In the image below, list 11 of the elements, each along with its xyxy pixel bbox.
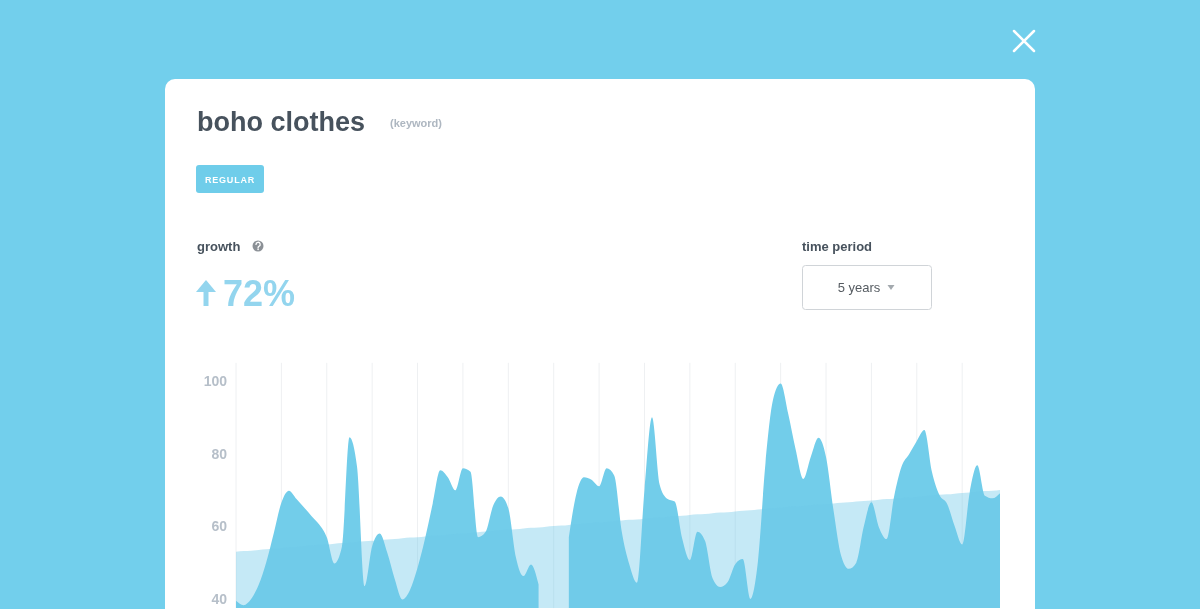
chart-subtitle: (keyword) [390,117,443,129]
text: time period [802,239,873,254]
text: growth [197,239,241,254]
text: 72% [223,273,296,314]
text: REGULAR [204,174,256,185]
y-tick-label: 40 [211,591,228,608]
chart-title: boho clothes [197,107,365,137]
y-tick-label: 100 [203,372,228,389]
y-tick-label: 60 [211,518,228,535]
text: 5 years [837,280,881,295]
y-tick-label: 80 [211,445,228,462]
